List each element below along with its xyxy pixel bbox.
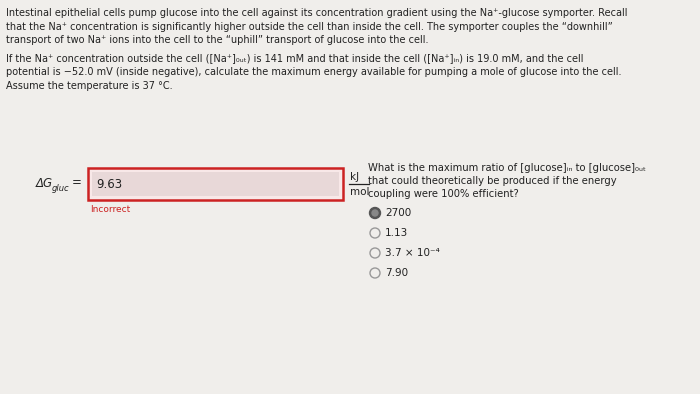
Text: 7.90: 7.90 — [385, 268, 408, 278]
Text: If the Na⁺ concentration outside the cell ([Na⁺]₀ᵤₜ) is 141 mM and that inside t: If the Na⁺ concentration outside the cel… — [6, 54, 584, 63]
Text: ΔG: ΔG — [36, 177, 53, 190]
Text: gluc: gluc — [52, 184, 69, 193]
FancyBboxPatch shape — [92, 172, 339, 196]
Text: =: = — [72, 177, 82, 190]
Text: 2700: 2700 — [385, 208, 412, 218]
Text: that the Na⁺ concentration is significantly higher outside the cell than inside : that the Na⁺ concentration is significan… — [6, 22, 612, 32]
Text: 3.7 × 10⁻⁴: 3.7 × 10⁻⁴ — [385, 248, 440, 258]
Text: transport of two Na⁺ ions into the cell to the “uphill” transport of glucose int: transport of two Na⁺ ions into the cell … — [6, 35, 428, 45]
Text: 9.63: 9.63 — [96, 178, 122, 191]
Text: kJ: kJ — [350, 172, 359, 182]
Text: Intestinal epithelial cells pump glucose into the cell against its concentration: Intestinal epithelial cells pump glucose… — [6, 8, 627, 18]
Text: What is the maximum ratio of [glucose]ᵢₙ to [glucose]₀ᵤₜ: What is the maximum ratio of [glucose]ᵢₙ… — [368, 163, 646, 173]
Circle shape — [370, 208, 381, 219]
Text: potential is −52.0 mV (inside negative), calculate the maximum energy available : potential is −52.0 mV (inside negative),… — [6, 67, 622, 77]
Text: that could theoretically be produced if the energy: that could theoretically be produced if … — [368, 176, 617, 186]
Text: Incorrect: Incorrect — [90, 205, 130, 214]
Text: coupling were 100% efficient?: coupling were 100% efficient? — [368, 189, 519, 199]
Text: 1.13: 1.13 — [385, 228, 408, 238]
Text: Assume the temperature is 37 °C.: Assume the temperature is 37 °C. — [6, 80, 173, 91]
FancyBboxPatch shape — [88, 168, 343, 200]
Text: mol: mol — [350, 187, 370, 197]
Circle shape — [372, 210, 378, 216]
